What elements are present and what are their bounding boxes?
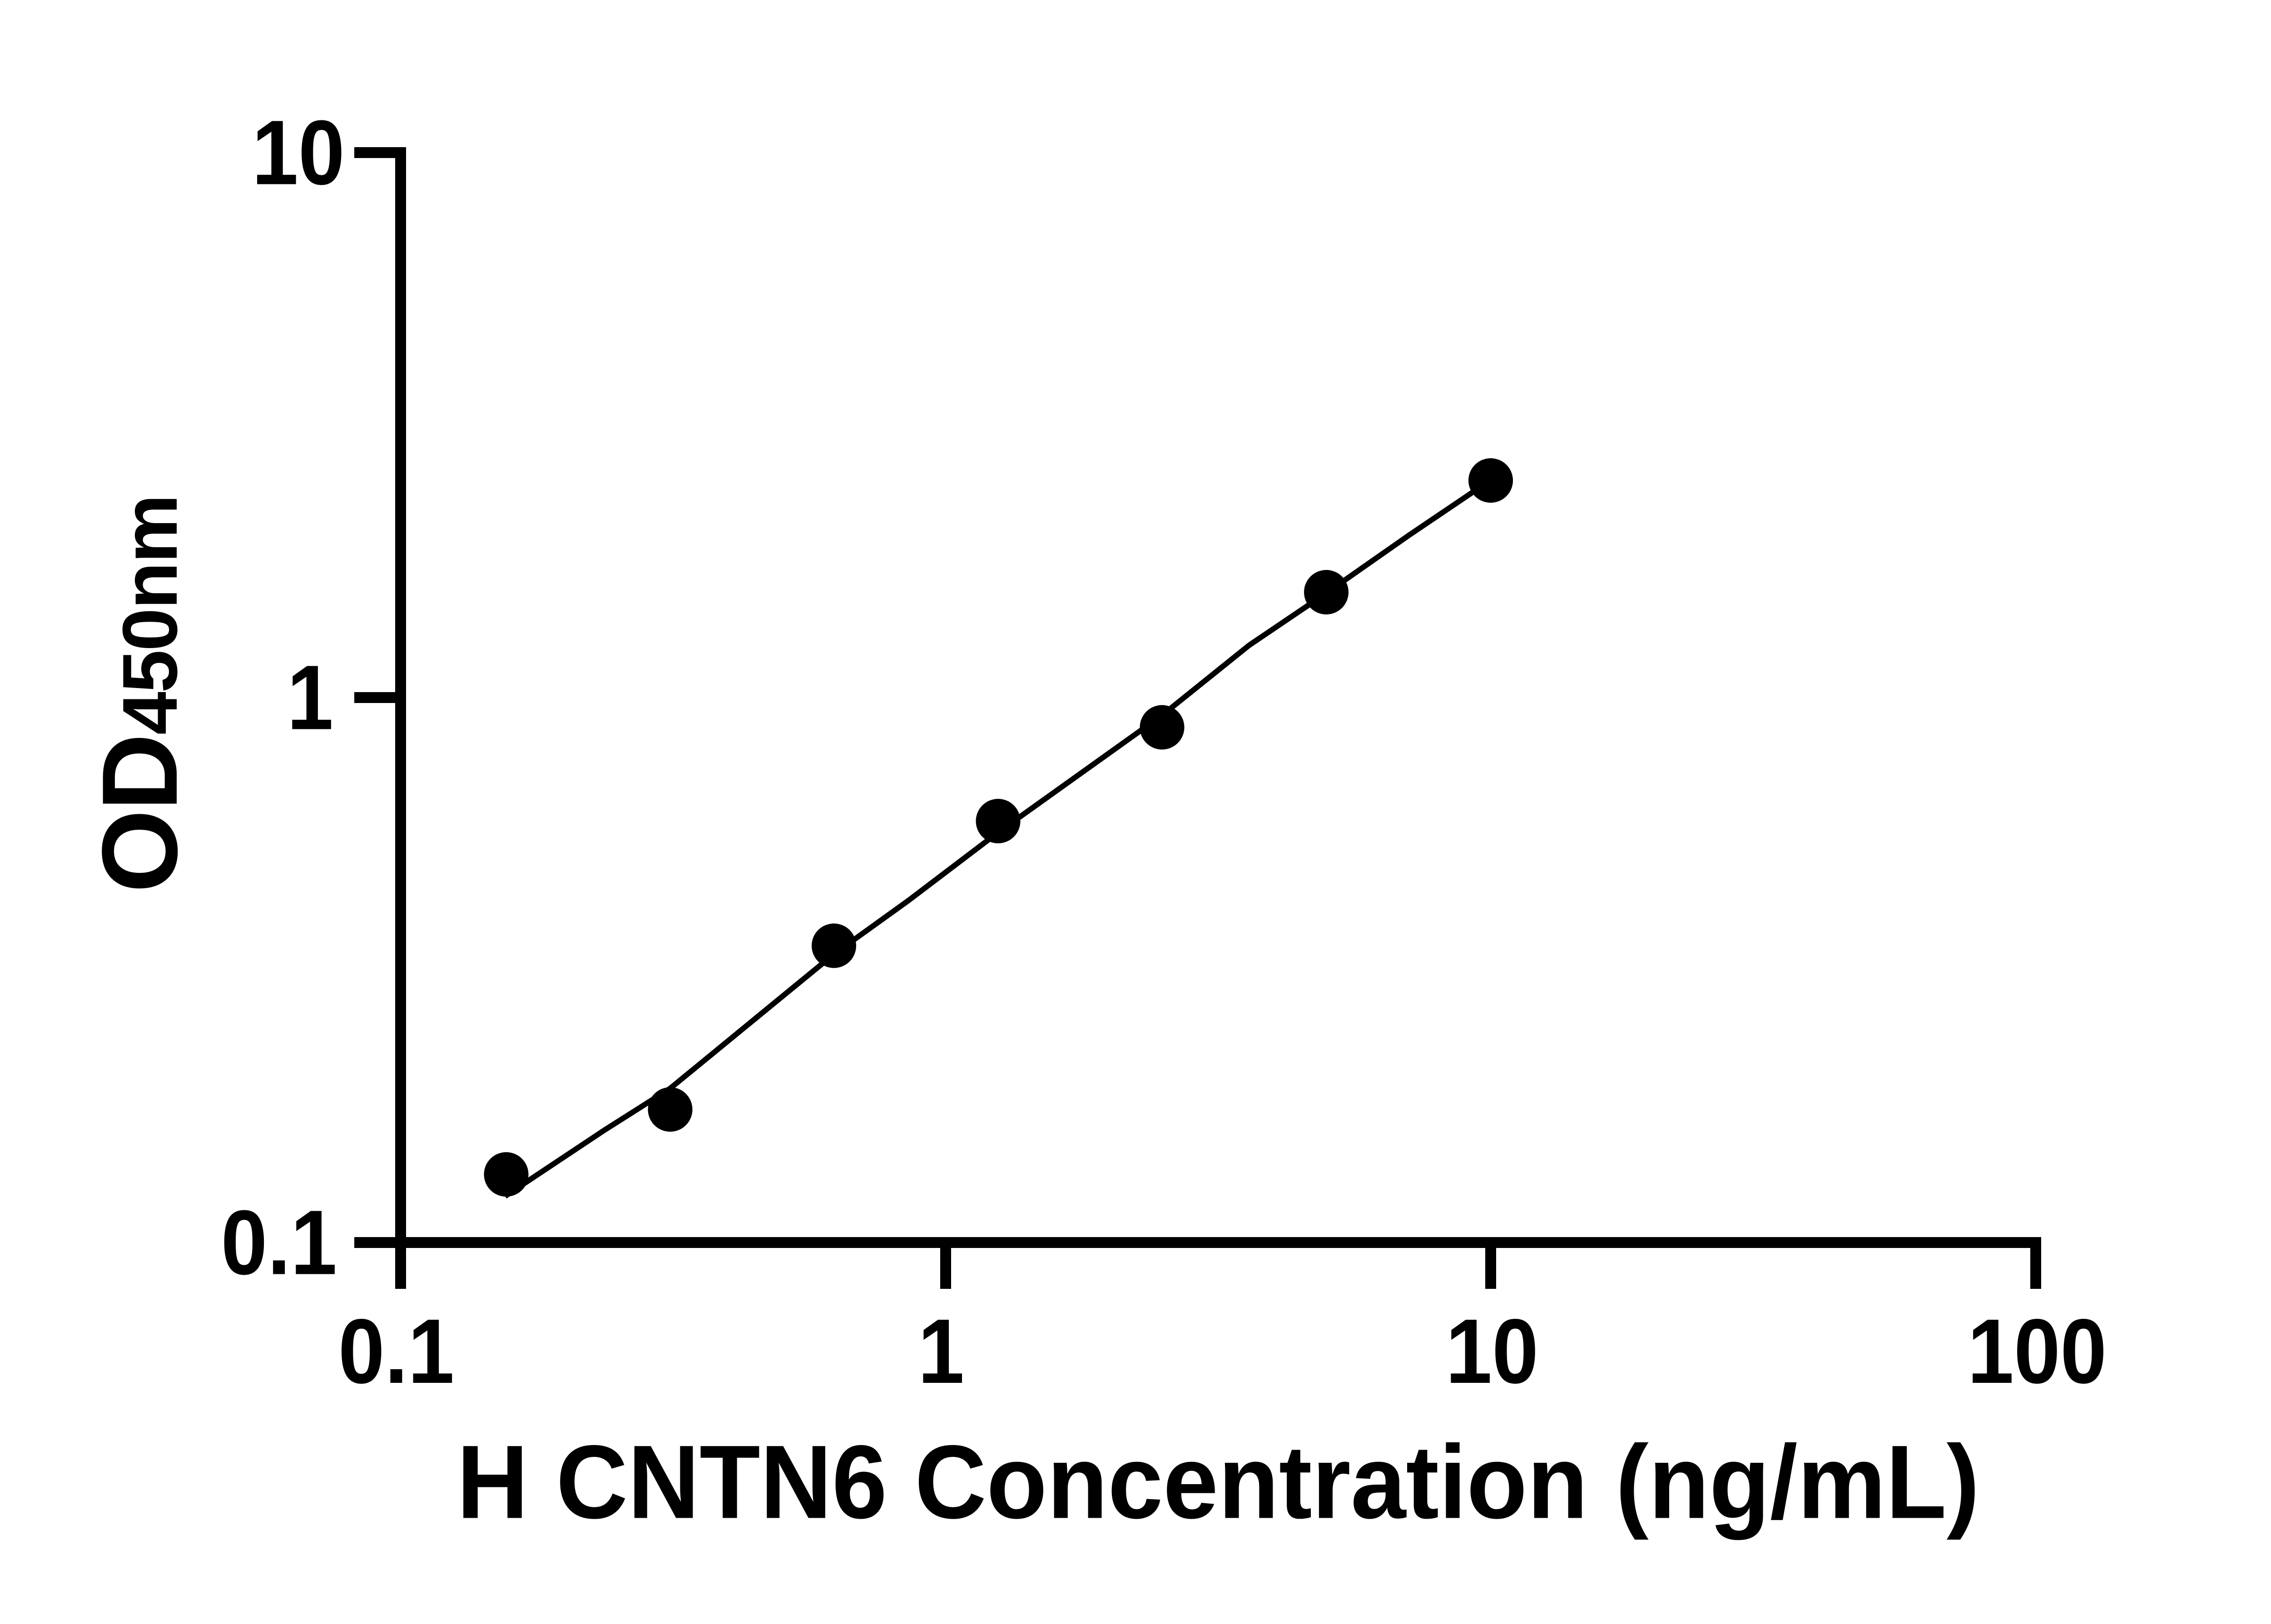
svg-text:OD450nm: OD450nm (80, 495, 200, 893)
svg-text:H CNTN6 Concentration (ng/mL): H CNTN6 Concentration (ng/mL) (457, 1423, 1980, 1540)
svg-text:0.1: 0.1 (221, 1191, 337, 1293)
svg-text:1: 1 (918, 1300, 964, 1402)
svg-text:1: 1 (287, 646, 333, 748)
svg-text:10: 10 (1446, 1300, 1538, 1402)
svg-text:100: 100 (1968, 1300, 2107, 1402)
svg-text:0.1: 0.1 (338, 1300, 455, 1402)
svg-text:10: 10 (252, 101, 345, 203)
